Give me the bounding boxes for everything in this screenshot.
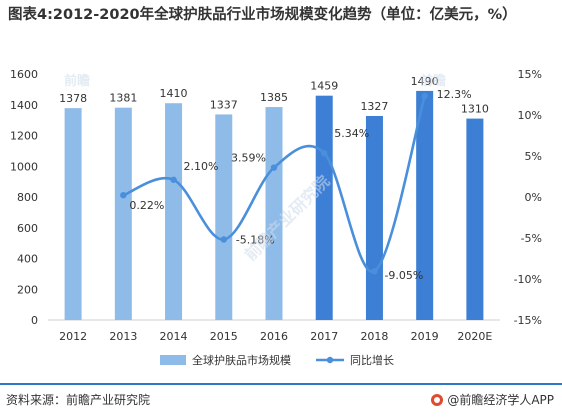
chart-title: 图表4:2012-2020年全球护肤品行业市场规模变化趋势（单位：亿美元，%） xyxy=(8,7,517,23)
growth-point xyxy=(371,268,378,275)
bar xyxy=(315,95,333,321)
bar-value-label: 1337 xyxy=(210,98,238,111)
growth-line xyxy=(122,95,426,273)
growth-value-label: 12.3% xyxy=(437,88,472,101)
source-label: 资料来源：前瞻产业研究院 xyxy=(6,393,151,407)
y-left-tick-label: 0 xyxy=(31,314,38,327)
y-left-tick-label: 1400 xyxy=(10,99,38,112)
growth-value-label: 5.34% xyxy=(334,127,369,140)
bar-value-label: 1378 xyxy=(59,92,87,105)
x-tick-label: 2014 xyxy=(160,330,188,343)
bar-value-label: 1310 xyxy=(461,103,489,116)
growth-point xyxy=(170,176,177,183)
x-tick-label: 2018 xyxy=(360,330,388,343)
bar-value-label: 1381 xyxy=(109,92,137,105)
y-left-tick-label: 1200 xyxy=(10,130,38,143)
bar-value-label: 1385 xyxy=(260,91,288,104)
y-right-tick-label: -15% xyxy=(514,314,542,327)
y-right-tick-label: -10% xyxy=(514,273,542,286)
legend-swatch-bars xyxy=(160,355,186,365)
bar xyxy=(416,90,434,320)
growth-value-label: 2.10% xyxy=(184,160,219,173)
legend-label-bars: 全球护肤品市场规模 xyxy=(192,353,291,367)
brand-logo-icon xyxy=(431,393,444,406)
bar xyxy=(114,107,132,320)
y-left-tick-label: 400 xyxy=(17,253,38,266)
bar xyxy=(215,114,233,320)
brand-credit: @前瞻经济学人APP xyxy=(431,391,554,408)
source-footer: 资料来源：前瞻产业研究院 @前瞻经济学人APP xyxy=(0,383,562,419)
x-tick-label: 2012 xyxy=(59,330,87,343)
x-tick-label: 2020E xyxy=(457,330,492,343)
combo-chart: 0 200 400 600 800 1000 1200 1400 1600 -15% -10% -5%… xyxy=(10,68,542,367)
x-tick-label: 2019 xyxy=(411,330,439,343)
growth-point xyxy=(270,164,278,171)
y-right-tick-label: -5% xyxy=(521,232,542,245)
bar-value-label: 1490 xyxy=(411,75,439,88)
y-left-tick-label: 800 xyxy=(17,191,38,204)
y-left-tick-label: 600 xyxy=(17,222,38,235)
y-right-tick-label: 15% xyxy=(518,68,542,81)
growth-value-label: 3.59% xyxy=(231,152,266,165)
x-tick-label: 2017 xyxy=(310,330,338,343)
y-right-tick-label: 5% xyxy=(525,150,542,163)
growth-point xyxy=(120,191,127,199)
y-right-tick-label: 0% xyxy=(525,191,542,204)
bar-value-label: 1459 xyxy=(310,80,338,93)
bar-value-label: 1410 xyxy=(160,87,188,100)
y-left-tick-label: 1000 xyxy=(10,160,38,173)
y-left-tick-label: 1600 xyxy=(10,68,38,81)
bar xyxy=(165,103,183,321)
x-tick-label: 2013 xyxy=(109,330,137,343)
legend-swatch-marker xyxy=(326,356,334,364)
growth-point xyxy=(220,236,227,243)
bar xyxy=(466,118,484,321)
brand-label: @前瞻经济学人APP xyxy=(447,393,554,407)
legend-label-line: 同比增长 xyxy=(350,353,394,367)
y-left-tick-label: 200 xyxy=(17,283,38,296)
bar xyxy=(265,107,283,321)
x-tick-label: 2015 xyxy=(210,330,238,343)
growth-value-label: -5.18% xyxy=(236,233,275,246)
growth-point xyxy=(321,150,328,157)
bar-value-label: 1327 xyxy=(360,100,388,113)
bar xyxy=(64,108,82,320)
growth-value-label: 0.22% xyxy=(129,199,164,212)
bar xyxy=(365,115,383,320)
growth-point xyxy=(421,92,428,100)
x-tick-label: 2016 xyxy=(260,330,288,343)
growth-value-label: -9.05% xyxy=(384,269,423,282)
y-right-tick-label: 10% xyxy=(518,109,542,122)
